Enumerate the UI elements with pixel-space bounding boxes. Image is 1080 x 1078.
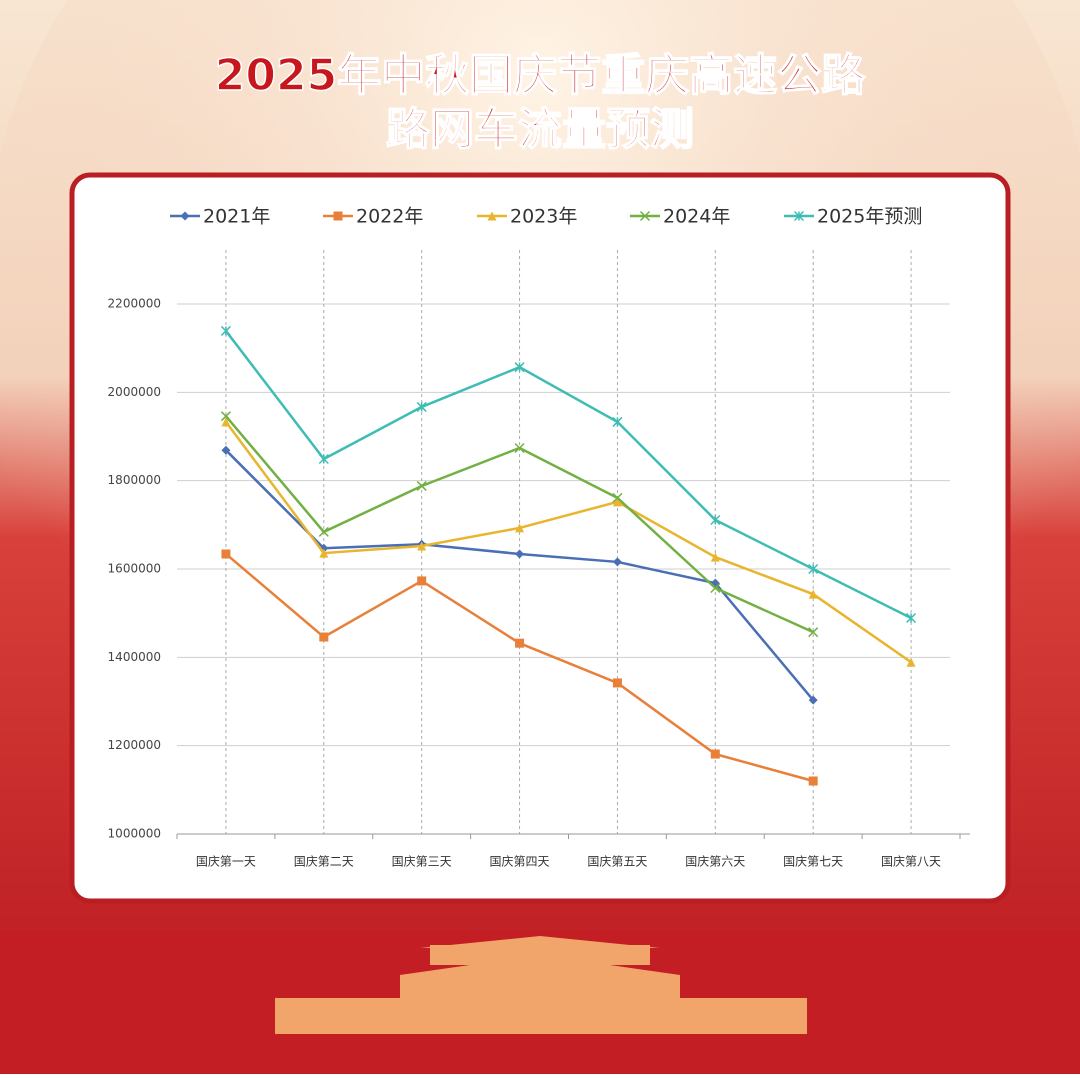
x-tick-label: 国庆第六天: [685, 855, 745, 869]
point: [514, 442, 525, 454]
point: [180, 211, 190, 221]
point: [808, 695, 818, 705]
point: [612, 678, 622, 688]
point: [710, 552, 720, 562]
x-tick-label: 国庆第四天: [490, 855, 550, 869]
point: [612, 492, 623, 503]
point: [318, 526, 329, 537]
point: [793, 210, 805, 222]
y-tick-label: 1200000: [108, 738, 161, 752]
point: [416, 401, 427, 412]
point: [333, 211, 343, 221]
point: [639, 210, 651, 222]
x-tick-label: 国庆第二天: [294, 855, 354, 869]
point: [710, 582, 721, 594]
point: [514, 362, 525, 373]
point: [319, 632, 329, 642]
y-tick-label: 1800000: [108, 473, 161, 487]
legend-label: 2024年: [663, 206, 730, 228]
legend-label: 2022年: [356, 206, 423, 228]
legend-label: 2023年: [510, 206, 577, 228]
point: [417, 541, 427, 551]
legend-label: 2021年: [203, 206, 270, 228]
title-line: 2025年中秋国庆节重庆高速公路: [215, 50, 866, 101]
y-tick-label: 1600000: [108, 562, 161, 576]
point: [319, 548, 329, 558]
point: [710, 749, 720, 759]
point: [612, 557, 622, 567]
point: [221, 549, 231, 559]
point: [906, 612, 917, 624]
point: [515, 549, 525, 559]
y-tick-label: 1400000: [108, 650, 161, 664]
y-tick-label: 2200000: [108, 297, 161, 311]
x-tick-label: 国庆第七天: [783, 855, 843, 869]
gate-decoration: [275, 936, 807, 1034]
legend-label: 2025年预测: [817, 206, 922, 228]
point: [417, 576, 427, 586]
point: [220, 411, 231, 422]
x-tick-label: 国庆第一天: [196, 855, 256, 869]
point: [808, 776, 818, 786]
point: [808, 589, 818, 599]
point: [487, 211, 497, 221]
point: [906, 657, 916, 667]
point: [515, 638, 525, 648]
point: [221, 445, 231, 455]
point: [612, 416, 623, 427]
point: [808, 563, 819, 575]
y-tick-label: 1000000: [108, 827, 161, 841]
point: [515, 523, 525, 533]
x-tick-label: 国庆第五天: [587, 855, 647, 869]
point: [808, 627, 819, 638]
point: [221, 417, 231, 427]
x-tick-label: 国庆第三天: [392, 855, 452, 869]
point: [710, 514, 721, 526]
chart-card: [69, 172, 1011, 904]
series-line: [224, 421, 912, 664]
title-line: 路网车流量预测: [386, 104, 694, 155]
point: [416, 480, 427, 491]
x-tick-label: 国庆第八天: [881, 855, 941, 869]
series-line: [224, 330, 912, 620]
y-tick-label: 2000000: [108, 385, 161, 399]
point: [612, 497, 622, 507]
point: [220, 325, 231, 336]
point: [318, 453, 329, 465]
